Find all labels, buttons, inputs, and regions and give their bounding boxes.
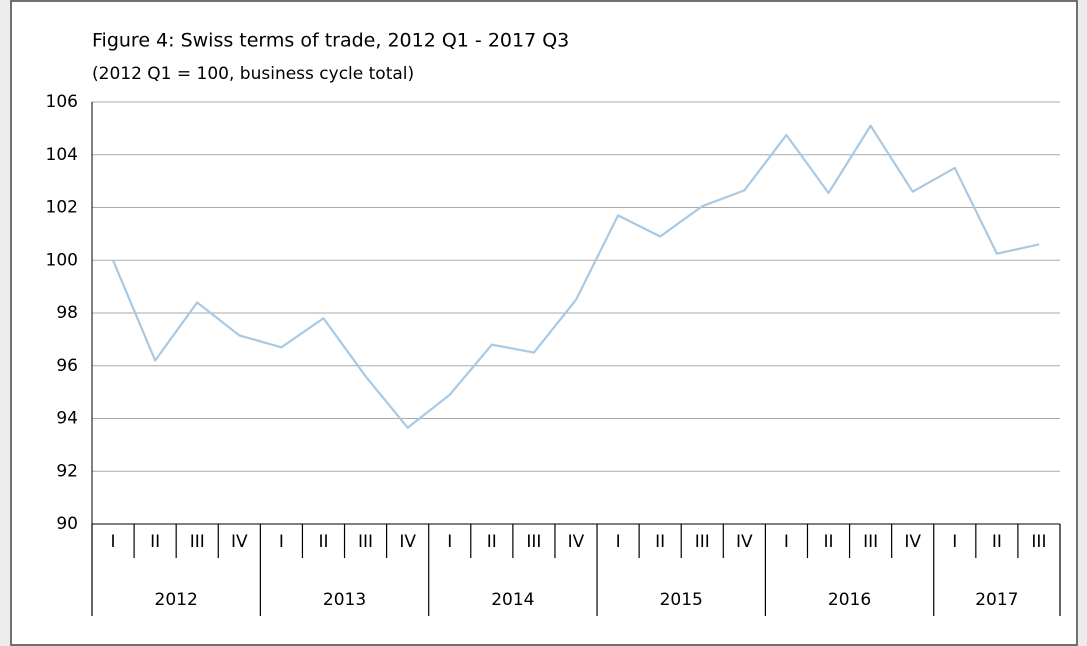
y-tick-label: 100 [46, 250, 78, 270]
x-tick-label: II [824, 532, 834, 552]
y-tick-label: 92 [56, 461, 78, 481]
x-tick-label: II [655, 532, 665, 552]
x-tick-label: II [487, 532, 497, 552]
x-tick-label: IV [399, 532, 416, 552]
y-tick-label: 98 [56, 303, 78, 323]
x-group-label: 2014 [491, 590, 534, 610]
x-tick-label: III [526, 532, 541, 552]
x-tick-label: IV [904, 532, 921, 552]
x-tick-label: II [992, 532, 1002, 552]
x-tick-label: III [190, 532, 205, 552]
y-tick-label: 94 [56, 409, 78, 429]
x-group-label: 2012 [155, 590, 198, 610]
y-tick-label: 106 [46, 92, 78, 112]
x-tick-label: III [863, 532, 878, 552]
x-group-label: 2015 [660, 590, 703, 610]
x-tick-label: I [952, 532, 957, 552]
line-series [112, 124, 1040, 429]
x-tick-label: III [695, 532, 710, 552]
x-tick-label: I [111, 532, 116, 552]
chart-subtitle: (2012 Q1 = 100, business cycle total) [92, 64, 414, 84]
x-tick-label: III [358, 532, 373, 552]
y-tick-label: 104 [46, 145, 78, 165]
y-tick-label: 96 [56, 356, 78, 376]
x-tick-label: IV [736, 532, 753, 552]
panel [10, 0, 1078, 646]
x-tick-label: IV [231, 532, 248, 552]
x-tick-label: II [150, 532, 160, 552]
x-tick-label: III [1031, 532, 1046, 552]
x-tick-label: IV [568, 532, 585, 552]
x-tick-label: I [616, 532, 621, 552]
x-tick-label: I [279, 532, 284, 552]
x-tick-label: II [318, 532, 328, 552]
y-tick-label: 102 [46, 198, 78, 218]
x-tick-label: I [447, 532, 452, 552]
x-tick-label: I [784, 532, 789, 552]
x-group-label: 2017 [975, 590, 1018, 610]
x-group-label: 2013 [323, 590, 366, 610]
x-group-label: 2016 [828, 590, 871, 610]
chart-title: Figure 4: Swiss terms of trade, 2012 Q1 … [92, 30, 569, 52]
y-tick-label: 90 [56, 514, 78, 534]
